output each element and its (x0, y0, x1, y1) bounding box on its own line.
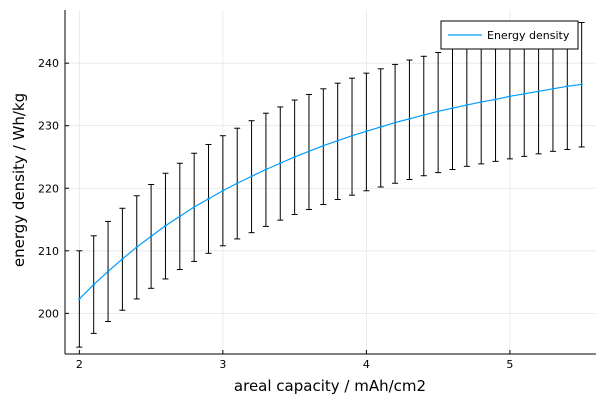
data-point (365, 130, 368, 133)
data-point (508, 95, 512, 98)
data-point (307, 150, 311, 153)
data-point (393, 121, 397, 124)
x-axis-label: areal capacity / mAh/cm2 (234, 377, 426, 395)
error-bar (392, 63, 399, 184)
data-point (135, 245, 138, 249)
data-point (207, 197, 210, 201)
data-point (379, 125, 382, 129)
data-point (537, 90, 540, 93)
x-tick-label: 4 (363, 358, 370, 371)
grid (65, 10, 596, 354)
data-point (164, 224, 167, 227)
data-point (106, 270, 110, 273)
data-point (566, 85, 569, 88)
y-tick-label: 240 (38, 57, 59, 70)
data-point (236, 182, 239, 185)
y-tick-label: 210 (38, 245, 59, 258)
y-tick-label: 200 (38, 307, 59, 320)
data-point (350, 134, 354, 137)
data-point (408, 117, 411, 121)
data-point (523, 92, 526, 96)
error-bar (435, 52, 442, 174)
data-point (580, 83, 583, 86)
data-point (149, 235, 153, 238)
legend-label: Energy density (487, 29, 570, 42)
tick-labels: 2 3 4 5 200 210 220 230 240 (38, 57, 513, 371)
data-point (479, 100, 483, 104)
legend: Energy density (440, 20, 579, 50)
data-point (250, 175, 253, 178)
data-point (264, 168, 268, 171)
data-point (78, 297, 81, 301)
data-point (178, 215, 182, 218)
data-point (494, 98, 497, 101)
x-tick-label: 2 (76, 358, 83, 371)
x-tick-label: 3 (219, 358, 226, 371)
data-point (121, 257, 124, 261)
data-point (422, 113, 425, 117)
data-point (465, 103, 469, 107)
data-point (92, 283, 95, 286)
data-point (322, 144, 325, 147)
series-line (78, 83, 582, 300)
y-tick-label: 220 (38, 182, 59, 195)
data-point (336, 139, 339, 142)
series-layer (76, 22, 585, 348)
data-point (221, 189, 225, 192)
axes (64, 10, 596, 355)
data-point (192, 205, 196, 209)
data-point (451, 106, 454, 110)
data-point (279, 162, 282, 165)
y-axis-label: energy density / Wh/kg (10, 93, 28, 267)
x-tick-label: 5 (506, 358, 513, 371)
data-point (436, 110, 440, 113)
data-point (293, 155, 296, 159)
y-tick-label: 230 (38, 120, 59, 133)
data-point (551, 87, 555, 91)
